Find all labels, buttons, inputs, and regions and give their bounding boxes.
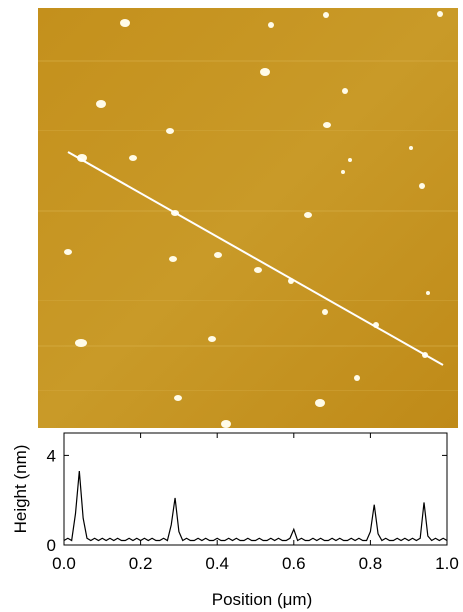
y-axis-label: Height (nm) xyxy=(11,445,30,534)
x-tick-label: 0.8 xyxy=(359,554,383,573)
plot-frame xyxy=(63,432,448,546)
profile-line xyxy=(63,471,448,542)
x-tick-label: 1.0 xyxy=(435,554,459,573)
x-tick-label: 0.2 xyxy=(129,554,153,573)
afm-image xyxy=(38,8,458,428)
x-tick-label: 0.0 xyxy=(52,554,76,573)
y-tick-label: 4 xyxy=(47,446,56,465)
x-tick-label: 0.6 xyxy=(282,554,306,573)
x-axis-label: Position (μm) xyxy=(212,590,312,609)
x-tick-label: 0.4 xyxy=(205,554,229,573)
y-tick-label: 0 xyxy=(47,536,56,555)
